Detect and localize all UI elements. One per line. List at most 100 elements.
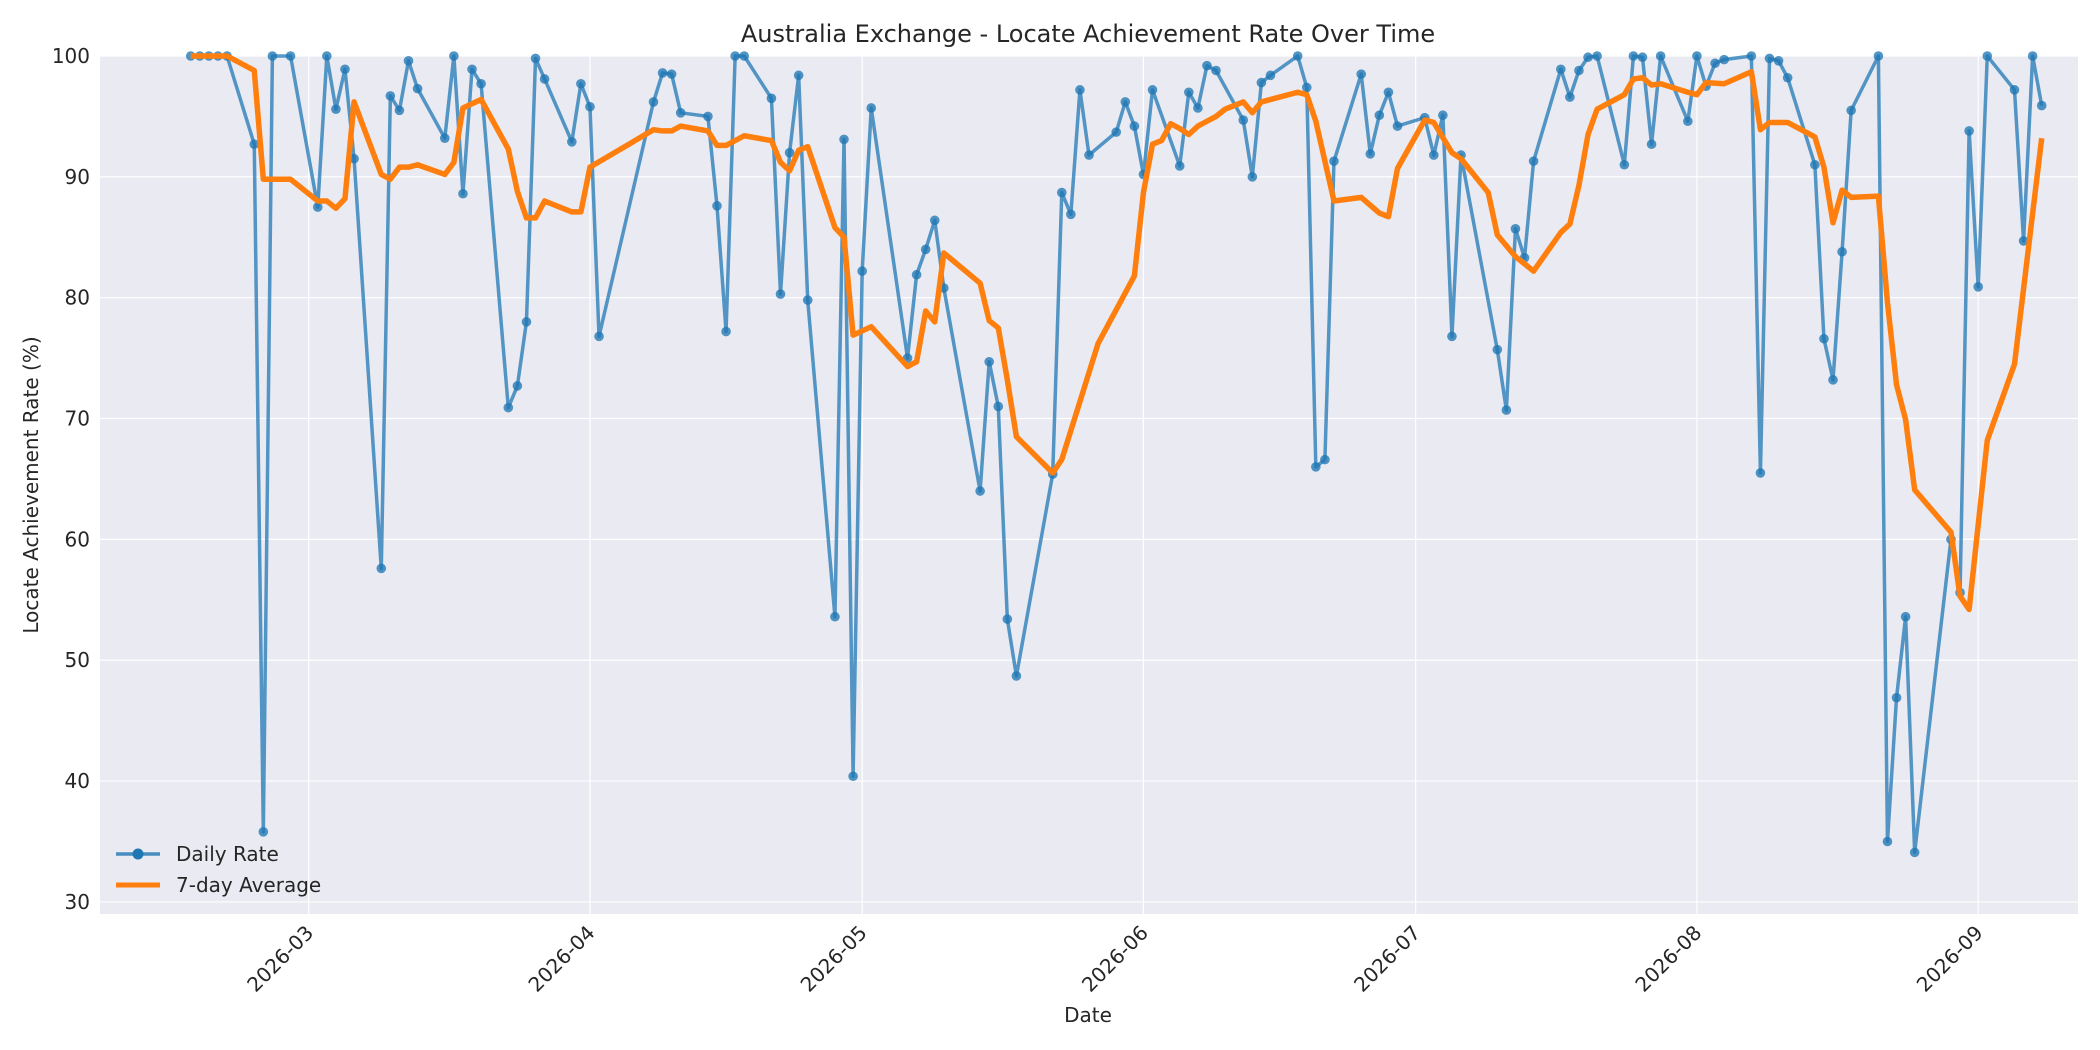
- daily-rate-point: [576, 78, 586, 89]
- daily-rate-point: [1365, 149, 1376, 159]
- daily-rate-point: [1501, 405, 1512, 415]
- daily-rate-point: [312, 202, 323, 212]
- daily-rate-point: [1492, 344, 1503, 355]
- daily-rate-point: [675, 108, 686, 118]
- daily-rate-point: [793, 70, 804, 81]
- daily-rate-point: [1202, 60, 1212, 71]
- daily-rate-point: [703, 111, 713, 122]
- daily-rate-point: [766, 93, 777, 104]
- daily-rate-point: [712, 201, 722, 211]
- daily-rate-point: [458, 188, 468, 199]
- daily-rate-point: [376, 563, 387, 574]
- y-tick-label: 40: [65, 769, 90, 793]
- daily-rate-point: [857, 266, 867, 276]
- daily-rate-point: [1973, 282, 1983, 292]
- daily-rate-point: [439, 133, 450, 143]
- daily-rate-point: [1655, 51, 1666, 61]
- daily-rate-point: [1247, 172, 1258, 182]
- daily-rate-point: [739, 51, 750, 61]
- daily-rate-point: [1900, 611, 1911, 622]
- daily-rate-point: [1810, 159, 1820, 170]
- daily-rate-point: [984, 356, 994, 367]
- daily-rate-point: [467, 64, 477, 75]
- daily-rate-point: [1184, 87, 1194, 98]
- daily-rate-point: [1982, 51, 1993, 61]
- daily-rate-point: [1909, 847, 1920, 858]
- daily-rate-point: [1256, 77, 1267, 88]
- y-tick-label: 30: [65, 890, 90, 914]
- daily-rate-point: [1565, 92, 1575, 102]
- y-tick-label: 70: [65, 407, 90, 431]
- x-tick-label: 2026-07: [1349, 921, 1425, 997]
- x-tick-label: 2026-08: [1630, 921, 1706, 997]
- daily-rate-point: [1447, 331, 1457, 342]
- daily-rate-point: [412, 83, 423, 94]
- daily-rate-point: [1084, 150, 1094, 160]
- daily-rate-point: [1238, 115, 1249, 125]
- daily-rate-point: [1510, 224, 1521, 234]
- daily-rate-point: [1583, 52, 1593, 63]
- daily-rate-point: [1873, 51, 1884, 61]
- daily-rate-point: [1828, 375, 1838, 385]
- daily-rate-point: [1438, 110, 1448, 121]
- x-axis-label: Date: [1064, 1003, 1112, 1027]
- daily-rate-point: [1710, 58, 1720, 69]
- y-axis-label: Locate Achievement Rate (%): [19, 336, 43, 633]
- daily-rate-point: [1692, 51, 1702, 61]
- daily-rate-point: [1147, 85, 1158, 95]
- daily-rate-point: [449, 51, 459, 61]
- daily-rate-point: [585, 101, 595, 112]
- seven-day-average-line: [190, 53, 2045, 613]
- legend-label-7-day-average: 7-day Average: [176, 873, 321, 897]
- daily-rate-point: [2009, 85, 2020, 95]
- x-tick-label: 2026-09: [1912, 921, 1988, 997]
- legend-label-daily-rate: Daily Rate: [176, 842, 279, 866]
- daily-rate-point: [839, 134, 849, 145]
- daily-rate-point: [1111, 127, 1122, 137]
- y-tick-label: 50: [65, 648, 90, 672]
- legend-item-daily-rate: Daily Rate: [116, 842, 279, 866]
- daily-rate-point: [1964, 126, 1974, 136]
- daily-rate-point: [1882, 836, 1893, 847]
- x-tick-label: 2026-05: [796, 921, 872, 997]
- daily-rate-point: [929, 215, 940, 226]
- daily-rate-point: [2027, 51, 2038, 61]
- daily-rate-point: [666, 69, 677, 79]
- daily-rate-point: [866, 103, 877, 113]
- daily-rate-point: [1556, 64, 1566, 75]
- daily-rate-point: [594, 331, 604, 342]
- daily-rate-point: [1837, 246, 1847, 257]
- y-tick-label: 100: [52, 44, 90, 68]
- daily-rate-point: [1075, 85, 1085, 95]
- daily-rate-point: [1891, 692, 1902, 703]
- daily-rate-point: [1628, 51, 1639, 61]
- legend-marker-daily-rate: [132, 848, 144, 860]
- daily-rate-point: [258, 827, 269, 837]
- daily-rate-point: [267, 51, 278, 61]
- daily-rate-point: [920, 244, 931, 255]
- y-tick-label: 60: [65, 527, 90, 551]
- daily-rate-point: [1819, 333, 1829, 344]
- legend-item-7-day-average: 7-day Average: [116, 873, 321, 897]
- daily-rate-point: [476, 78, 486, 89]
- daily-rate-point: [1374, 110, 1385, 121]
- daily-rate-point: [340, 64, 350, 75]
- daily-rate-point: [848, 771, 858, 782]
- daily-rate-point: [322, 51, 332, 61]
- daily-rate-point: [1056, 187, 1067, 198]
- daily-rate-point: [1211, 65, 1221, 76]
- daily-rate-point: [1683, 116, 1693, 127]
- x-tick-label: 2026-06: [1077, 921, 1153, 997]
- daily-rate-point: [1066, 209, 1076, 220]
- daily-rate-point: [1637, 52, 1648, 63]
- daily-rate-point: [1174, 161, 1185, 171]
- chart-title: Australia Exchange - Locate Achievement …: [741, 20, 1435, 48]
- daily-rate-point: [249, 139, 260, 150]
- daily-rate-point: [394, 105, 405, 116]
- daily-rate-point: [802, 295, 813, 305]
- daily-rate-point: [521, 317, 532, 327]
- daily-rate-point: [1193, 103, 1203, 113]
- daily-rate-point: [1320, 454, 1330, 465]
- daily-rate-point: [331, 104, 341, 114]
